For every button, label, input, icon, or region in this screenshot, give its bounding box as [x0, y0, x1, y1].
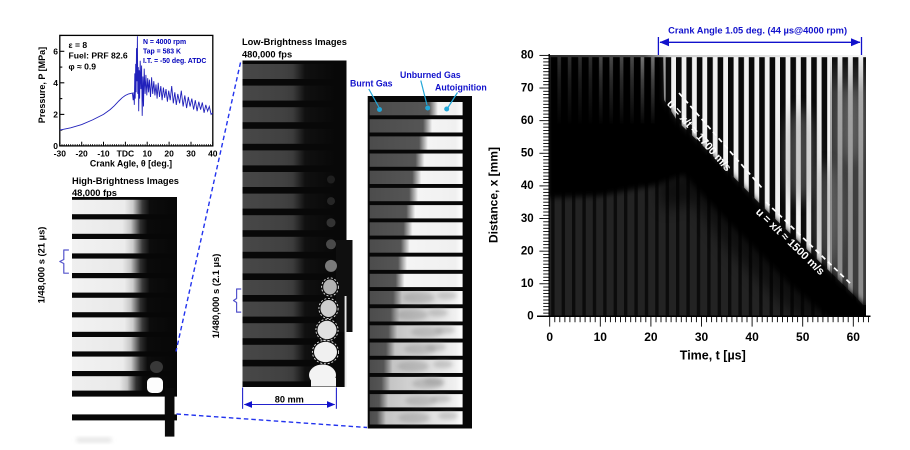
svg-text:50: 50	[796, 330, 810, 344]
svg-text:30: 30	[521, 213, 534, 225]
svg-text:0: 0	[53, 141, 58, 151]
svg-text:4: 4	[53, 78, 58, 88]
svg-text:Autoignition: Autoignition	[435, 83, 487, 93]
svg-text:48,000 fps: 48,000 fps	[72, 188, 117, 198]
svg-text:Fuel: PRF 82.6: Fuel: PRF 82.6	[69, 51, 128, 61]
svg-text:N = 4000 rpm: N = 4000 rpm	[143, 39, 186, 46]
svg-text:60: 60	[521, 115, 534, 127]
svg-text:Pressure, P [MPa]: Pressure, P [MPa]	[37, 47, 47, 123]
svg-text:10: 10	[594, 330, 608, 344]
svg-text:20: 20	[521, 245, 534, 257]
svg-text:20: 20	[164, 149, 174, 159]
svg-text:0: 0	[546, 330, 553, 344]
svg-text:High-Brightness Images: High-Brightness Images	[72, 176, 179, 186]
svg-text:ε = 8: ε = 8	[69, 40, 88, 50]
svg-text:30: 30	[186, 149, 196, 159]
svg-text:Low-Brightness Images: Low-Brightness Images	[242, 37, 347, 47]
svg-text:6: 6	[53, 46, 58, 56]
svg-text:60: 60	[847, 330, 861, 344]
svg-text:φ ≈ 0.9: φ ≈ 0.9	[69, 61, 97, 71]
svg-text:80 mm: 80 mm	[275, 395, 304, 405]
svg-text:0: 0	[527, 311, 533, 323]
svg-text:40: 40	[745, 330, 759, 344]
svg-text:10: 10	[521, 278, 534, 290]
svg-text:20: 20	[644, 330, 658, 344]
svg-text:Crank Angle 1.05 deg. (44 µs@4: Crank Angle 1.05 deg. (44 µs@4000 rpm)	[668, 26, 847, 36]
svg-text:70: 70	[521, 82, 534, 94]
svg-text:Unburned Gas: Unburned Gas	[400, 70, 461, 80]
svg-text:50: 50	[521, 148, 534, 160]
svg-text:Distance, x [mm]: Distance, x [mm]	[487, 147, 501, 243]
svg-text:-30: -30	[54, 149, 67, 159]
svg-text:1/48,000 s (21 µs): 1/48,000 s (21 µs)	[35, 227, 46, 304]
svg-text:10: 10	[143, 149, 153, 159]
svg-text:80: 80	[521, 50, 534, 62]
svg-text:Burnt Gas: Burnt Gas	[350, 79, 393, 89]
svg-text:-20: -20	[76, 149, 89, 159]
svg-text:Time, t [µs]: Time, t [µs]	[680, 349, 746, 363]
svg-text:30: 30	[695, 330, 709, 344]
svg-text:40: 40	[208, 149, 218, 159]
svg-text:Tap = 583 K: Tap = 583 K	[143, 49, 181, 56]
svg-text:2: 2	[53, 109, 58, 119]
svg-text:TDC: TDC	[117, 149, 134, 159]
svg-text:480,000 fps: 480,000 fps	[242, 49, 292, 59]
svg-text:-10: -10	[97, 149, 110, 159]
svg-text:1/480,000 s (2.1 µs): 1/480,000 s (2.1 µs)	[210, 254, 221, 339]
svg-text:I.T. = -50 deg. ATDC: I.T. = -50 deg. ATDC	[143, 58, 206, 65]
svg-text:Crank Agle, θ [deg.]: Crank Agle, θ [deg.]	[90, 159, 172, 169]
svg-text:40: 40	[521, 180, 534, 192]
